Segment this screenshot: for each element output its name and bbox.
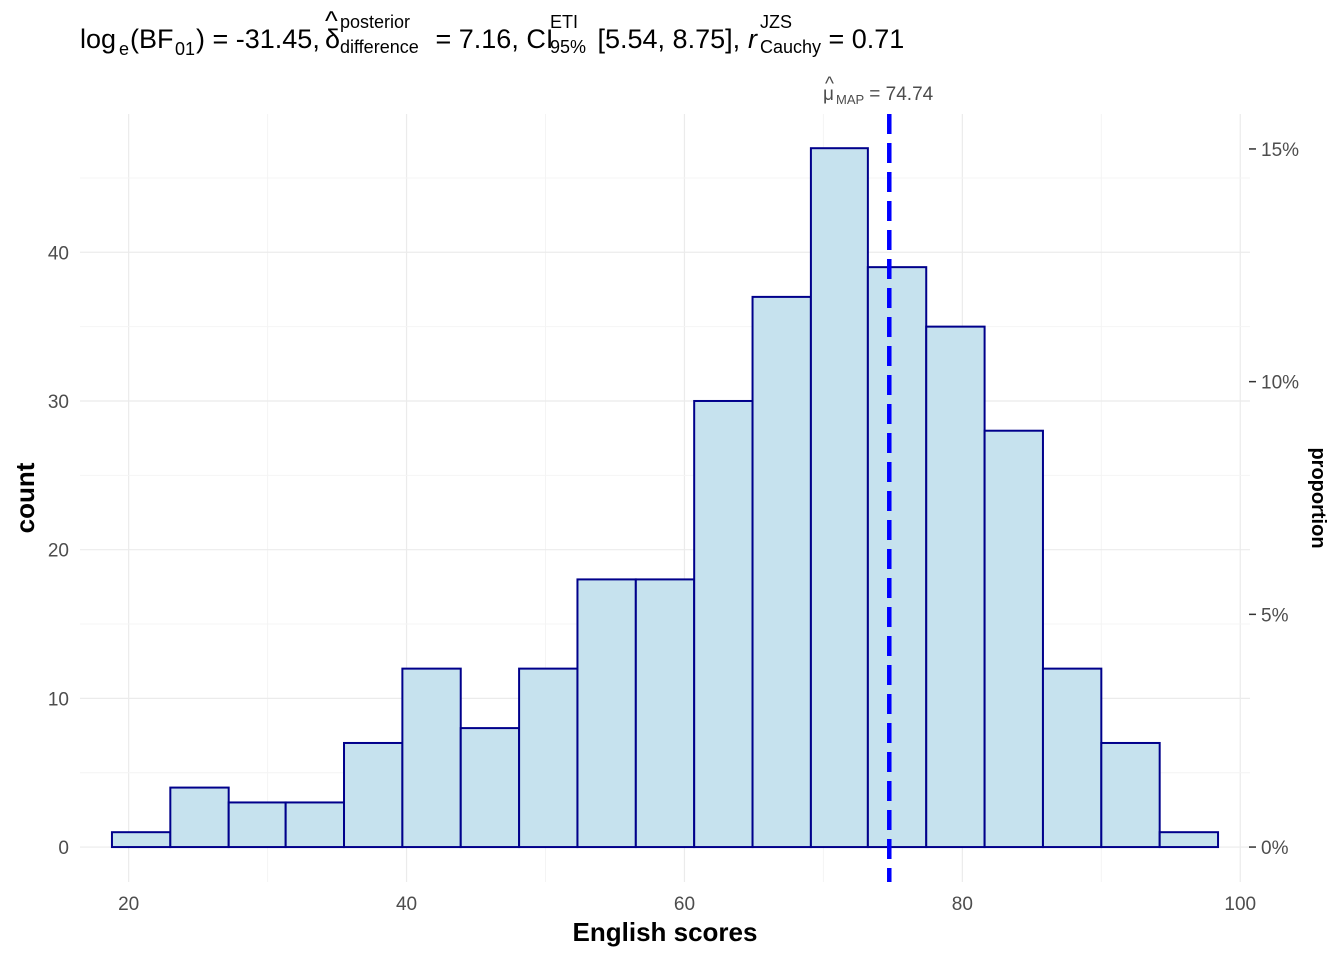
histogram-bar: [1158, 831, 1220, 849]
y-axis-ticks: 0 10 20 30 40: [48, 243, 69, 859]
secondary-y-axis-title: proportion: [1307, 447, 1329, 548]
secondary-y-tick-label: 5%: [1261, 605, 1289, 626]
histogram-bar: [866, 266, 928, 849]
histogram-bar: [227, 801, 287, 849]
histogram-bar: [284, 801, 346, 849]
subtitle-bf-open: (BF: [130, 24, 174, 54]
y-tick-label: 0: [58, 838, 69, 859]
subtitle-delta: δ: [325, 24, 340, 54]
x-tick-label: 100: [1224, 894, 1256, 915]
subtitle-delta-value: = 7.16, CI: [428, 24, 553, 54]
histogram-bar: [925, 325, 986, 849]
map-label-subscript: MAP: [836, 92, 864, 107]
histogram-bar: [693, 399, 754, 849]
map-label-value: = 74.74: [864, 84, 934, 105]
subtitle-ci-superscript: ETI: [550, 12, 578, 32]
x-tick-label: 80: [952, 894, 973, 915]
histogram-bar: [809, 147, 869, 849]
map-annotation: ^ μ MAP = 74.74: [823, 74, 934, 107]
subtitle-ci-subscript: 95%: [550, 37, 586, 57]
subtitle-log: log: [80, 24, 116, 54]
histogram-bar: [576, 578, 637, 849]
subtitle-log-base: e: [119, 39, 129, 59]
histogram-bar: [751, 295, 812, 849]
histogram-bars: [110, 147, 1220, 849]
histogram-bar: [1100, 741, 1161, 849]
secondary-y-tick-label: 0%: [1261, 838, 1289, 859]
y-tick-label: 40: [48, 243, 69, 264]
y-tick-label: 30: [48, 392, 69, 413]
y-axis-title: count: [10, 462, 40, 533]
secondary-y-axis-ticks: 0% 5% 10% 15%: [1249, 140, 1299, 859]
subtitle-delta-superscript: posterior: [340, 12, 410, 32]
histogram-bar: [169, 786, 230, 849]
subtitle-delta-hat: ^: [325, 6, 338, 36]
histogram-bar: [110, 831, 172, 849]
histogram-bar: [518, 667, 579, 849]
chart-subtitle: log e (BF 01 ) = -31.45, ^ δ posterior d…: [80, 6, 904, 59]
x-axis-ticks: 20 40 60 80 100: [118, 894, 1256, 915]
secondary-y-tick-label: 10%: [1261, 373, 1299, 394]
subtitle-r-superscript: JZS: [760, 12, 792, 32]
histogram-bar: [343, 741, 404, 849]
x-axis-title: English scores: [573, 917, 758, 947]
y-tick-label: 10: [48, 689, 69, 710]
histogram-bar: [634, 578, 696, 849]
subtitle-r-value: = 0.71: [821, 24, 904, 54]
x-tick-label: 60: [674, 894, 695, 915]
subtitle-r-subscript: Cauchy: [760, 37, 821, 57]
x-tick-label: 40: [396, 894, 417, 915]
subtitle-bf-subscript: 01: [175, 39, 195, 59]
subtitle-bf-close: ): [196, 24, 205, 54]
y-tick-label: 20: [48, 541, 69, 562]
histogram-bar: [983, 429, 1044, 849]
subtitle-ci-value: [5.54, 8.75],: [590, 24, 748, 54]
map-label-hat: ^: [825, 74, 834, 95]
histogram-bar: [459, 727, 521, 849]
subtitle-bf-value: = -31.45,: [205, 24, 327, 54]
histogram-bar: [1041, 667, 1103, 849]
subtitle-r: r: [748, 24, 758, 54]
x-tick-label: 20: [118, 894, 139, 915]
subtitle-delta-subscript: difference: [340, 37, 419, 57]
secondary-y-tick-label: 15%: [1261, 140, 1299, 161]
map-label-mu: μ: [823, 84, 834, 105]
histogram-bar: [401, 667, 462, 849]
